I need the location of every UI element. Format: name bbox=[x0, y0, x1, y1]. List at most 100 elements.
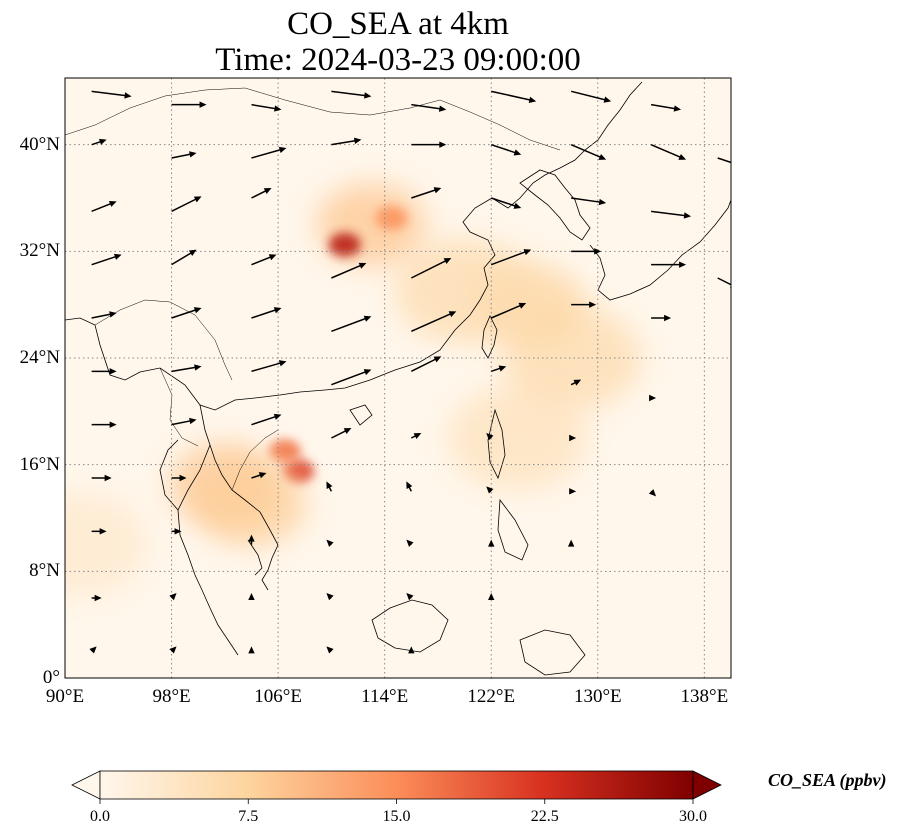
wind-arrow-51 bbox=[251, 413, 282, 426]
coastlines bbox=[65, 81, 731, 676]
co-plume-6 bbox=[375, 206, 408, 230]
wind-vectors bbox=[89, 90, 731, 654]
wind-arrow-75 bbox=[406, 593, 414, 601]
wind-arrow-72 bbox=[169, 593, 177, 601]
wind-arrow-28 bbox=[410, 258, 452, 279]
co-plume-10 bbox=[196, 463, 307, 546]
wind-arrow-2 bbox=[251, 103, 282, 112]
wind-arrow-9 bbox=[171, 151, 197, 159]
wind-arrow-74 bbox=[326, 593, 334, 601]
wind-arrow-63 bbox=[648, 489, 657, 497]
wind-arrow-21 bbox=[491, 197, 522, 209]
wind-arrow-73 bbox=[248, 593, 255, 600]
co-plume-3 bbox=[394, 238, 535, 344]
wind-arrow-6 bbox=[570, 90, 612, 103]
wind-arrow-26 bbox=[251, 254, 277, 266]
wind-arrow-23 bbox=[650, 210, 692, 219]
colorbar-tick-label-2: 15.0 bbox=[382, 808, 411, 825]
x-tick-label-2: 106°E bbox=[254, 686, 302, 707]
wind-arrow-24 bbox=[91, 253, 122, 266]
wind-arrow-56 bbox=[91, 474, 112, 482]
wind-arrow-58 bbox=[251, 472, 267, 479]
y-tick-label-5: 40°N bbox=[19, 133, 60, 155]
colorbar bbox=[71, 770, 722, 804]
y-tick-label-4: 32°N bbox=[19, 240, 60, 262]
co-plume-11 bbox=[65, 492, 149, 598]
wind-arrow-10 bbox=[251, 146, 287, 159]
wind-arrow-19 bbox=[251, 188, 272, 199]
wind-arrow-79 bbox=[248, 646, 255, 654]
wind-arrow-36 bbox=[331, 315, 372, 333]
chart-title: CO_SEA at 4km bbox=[287, 6, 509, 42]
y-tick-label-3: 24°N bbox=[19, 347, 60, 368]
colorbar-label: CO_SEA (ppbv) bbox=[768, 770, 887, 790]
co-plume-5 bbox=[328, 232, 361, 257]
wind-arrow-49 bbox=[91, 421, 117, 428]
wind-arrow-4 bbox=[411, 103, 447, 112]
wind-arrow-43 bbox=[251, 360, 287, 373]
co-concentration-field bbox=[65, 183, 642, 598]
wind-arrow-64 bbox=[91, 528, 107, 535]
wind-arrow-41 bbox=[91, 368, 117, 375]
wind-arrow-46 bbox=[491, 365, 507, 373]
wind-arrow-44 bbox=[331, 369, 372, 386]
colorbar-extend-max bbox=[692, 770, 722, 800]
wind-arrow-3 bbox=[331, 90, 372, 99]
wind-arrow-57 bbox=[171, 474, 187, 482]
wind-arrow-50 bbox=[171, 417, 197, 426]
wind-arrow-70 bbox=[567, 539, 575, 547]
colorbar-tick-label-1: 7.5 bbox=[238, 808, 259, 825]
wind-arrow-48 bbox=[649, 394, 657, 402]
wind-arrow-53 bbox=[410, 433, 422, 439]
y-tick-label-0: 0° bbox=[42, 667, 60, 688]
wind-arrow-39 bbox=[571, 301, 597, 308]
x-tick-label-1: 98°E bbox=[152, 686, 191, 707]
wind-arrow-60 bbox=[406, 481, 413, 492]
x-tick-label-0: 90°E bbox=[45, 686, 85, 707]
wind-arrow-18 bbox=[171, 196, 202, 213]
wind-arrow-1 bbox=[171, 101, 207, 108]
wind-arrow-13 bbox=[491, 143, 522, 156]
wind-arrow-80 bbox=[326, 646, 334, 654]
wind-arrow-22 bbox=[571, 197, 607, 206]
colorbar-gradient bbox=[99, 770, 694, 800]
co-plume-0 bbox=[447, 385, 588, 491]
wind-arrow-42 bbox=[171, 364, 202, 373]
wind-arrow-31 bbox=[651, 261, 687, 268]
wind-arrow-66 bbox=[248, 534, 255, 545]
wind-arrow-55 bbox=[569, 434, 577, 442]
wind-arrow-45 bbox=[410, 356, 442, 373]
wind-arrow-69 bbox=[488, 539, 495, 547]
colorbar-tick-label-4: 30.0 bbox=[679, 808, 707, 825]
wind-arrow-25 bbox=[171, 249, 197, 266]
wind-arrow-33 bbox=[91, 311, 117, 319]
wind-arrow-78 bbox=[169, 646, 177, 654]
x-tick-label-5: 130°E bbox=[573, 686, 622, 707]
wind-arrow-77 bbox=[89, 646, 97, 654]
wind-arrow-27 bbox=[331, 262, 367, 279]
wind-arrow-29 bbox=[490, 249, 532, 266]
y-tick-label-1: 8°N bbox=[29, 560, 60, 582]
wind-arrow-65 bbox=[171, 528, 182, 535]
wind-arrow-35 bbox=[251, 307, 282, 319]
wind-arrow-38 bbox=[490, 302, 527, 319]
wind-arrow-71 bbox=[91, 594, 102, 602]
wind-arrow-8 bbox=[91, 138, 107, 146]
chart-subtitle-time: Time: 2024-03-23 09:00:00 bbox=[215, 42, 581, 78]
country-borders bbox=[65, 87, 561, 491]
colorbar-extend-min bbox=[71, 770, 101, 800]
x-tick-label-4: 122°E bbox=[467, 686, 516, 707]
wind-arrow-14 bbox=[570, 143, 607, 160]
wind-arrow-15 bbox=[650, 143, 687, 160]
wind-arrow-47 bbox=[570, 379, 582, 386]
wind-arrow-37 bbox=[411, 311, 457, 333]
wind-arrow-20 bbox=[411, 187, 442, 199]
wind-arrow-34 bbox=[171, 307, 202, 319]
wind-arrow-54 bbox=[486, 433, 494, 441]
wind-arrow-7 bbox=[650, 103, 682, 112]
plot-frame bbox=[64, 77, 732, 679]
wind-arrow-52 bbox=[331, 428, 352, 439]
wind-arrow-62 bbox=[569, 488, 577, 495]
wind-arrow-12 bbox=[411, 141, 447, 148]
